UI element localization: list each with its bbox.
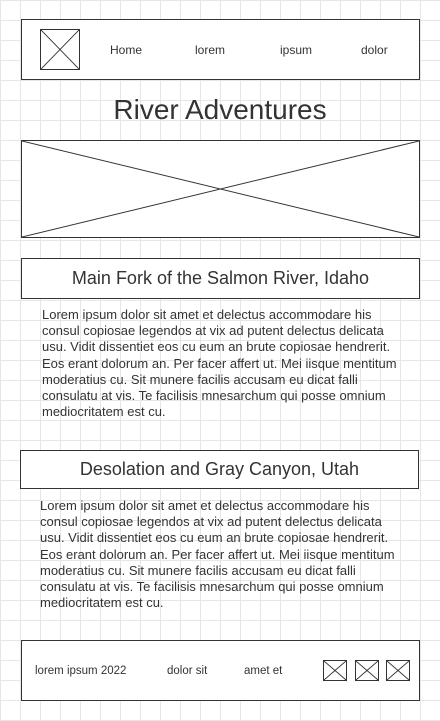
section-heading-text: Main Fork of the Salmon River, Idaho — [71, 268, 370, 288]
footer-copyright: lorem ipsum 2022 — [35, 665, 127, 677]
section-heading-text: Desolation and Gray Canyon, Utah — [79, 459, 360, 479]
nav-link-home[interactable]: Home — [110, 43, 143, 57]
section-paragraph-salmon-river: Lorem ipsum dolor sit amet et delectus a… — [42, 307, 397, 420]
logo-placeholder-icon[interactable] — [40, 29, 80, 70]
footer-link-dolor-sit[interactable]: dolor sit — [167, 665, 208, 677]
header — [21, 19, 420, 80]
nav-link-dolor[interactable]: dolor — [361, 43, 388, 57]
social-placeholder-icon[interactable] — [323, 660, 347, 681]
section-paragraph-desolation-canyon: Lorem ipsum dolor sit amet et delectus a… — [40, 498, 395, 611]
footer — [21, 640, 420, 701]
hero-image-placeholder-icon — [21, 140, 420, 238]
page-title: River Adventures — [113, 94, 327, 125]
social-placeholder-icon[interactable] — [355, 660, 379, 681]
nav-link-lorem[interactable]: lorem — [195, 43, 226, 57]
section-heading-salmon-river: Main Fork of the Salmon River, Idaho — [21, 258, 420, 299]
section-heading-desolation-canyon: Desolation and Gray Canyon, Utah — [20, 450, 419, 489]
footer-link-amet-et[interactable]: amet et — [244, 665, 283, 677]
nav-link-ipsum[interactable]: ipsum — [280, 43, 313, 57]
social-placeholder-icon[interactable] — [386, 660, 410, 681]
